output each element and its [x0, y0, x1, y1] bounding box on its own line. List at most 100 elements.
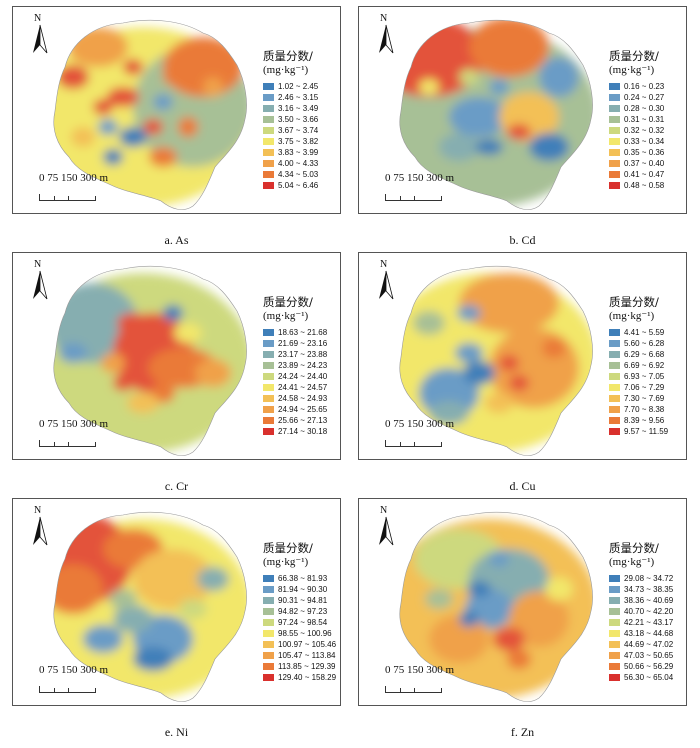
legend-swatch — [609, 384, 620, 391]
panel-caption: d. Cu — [509, 479, 536, 493]
legend-item: 8.39 ~ 9.56 — [609, 415, 685, 426]
legend-label: 0.28 ~ 0.30 — [624, 104, 665, 113]
legend-label: 3.67 ~ 3.74 — [278, 126, 319, 135]
legend-item: 27.14 ~ 30.18 — [263, 426, 339, 437]
legend-swatch — [609, 608, 620, 615]
legend-swatch — [609, 428, 620, 435]
legend-label: 0.32 ~ 0.32 — [624, 126, 665, 135]
legend-item: 4.41 ~ 5.59 — [609, 327, 685, 338]
legend-swatch — [609, 340, 620, 347]
legend-item: 56.30 ~ 65.04 — [609, 672, 685, 683]
concentration-zone — [419, 79, 439, 95]
legend-item: 7.06 ~ 7.29 — [609, 382, 685, 393]
concentration-zone — [163, 37, 243, 97]
legend-title: 质量分数/ — [263, 49, 313, 63]
concentration-zone — [123, 59, 143, 75]
legend-item: 129.40 ~ 158.29 — [263, 672, 339, 683]
study-area-boundary — [399, 511, 593, 702]
legend-unit: (mg·kg⁻¹) — [263, 556, 309, 568]
concentration-zone — [113, 375, 133, 391]
north-letter: N — [34, 505, 42, 516]
legend-item: 9.57 ~ 11.59 — [609, 426, 685, 437]
legend-label: 0.35 ~ 0.36 — [624, 148, 665, 157]
legend-item: 81.94 ~ 90.30 — [263, 584, 339, 595]
concentration-zone — [493, 627, 525, 651]
legend-swatch — [609, 138, 620, 145]
legend-label: 44.69 ~ 47.02 — [624, 640, 674, 649]
legend-label: 113.85 ~ 129.39 — [278, 662, 336, 671]
legend-label: 3.50 ~ 3.66 — [278, 115, 319, 124]
legend-item: 2.46 ~ 3.15 — [263, 92, 339, 103]
legend-swatch — [609, 94, 620, 101]
legend-item: 18.63 ~ 21.68 — [263, 327, 339, 338]
legend-swatch — [263, 619, 274, 626]
north-letter: N — [34, 259, 42, 270]
legend-swatch — [263, 597, 274, 604]
legend-label: 24.58 ~ 24.93 — [278, 394, 328, 403]
legend-item: 0.35 ~ 0.36 — [609, 147, 685, 158]
legend-label: 47.03 ~ 50.65 — [624, 651, 674, 660]
legend-unit: (mg·kg⁻¹) — [609, 310, 655, 322]
north-arrow-shape — [33, 516, 48, 546]
legend-title: 质量分数/ — [609, 541, 659, 555]
concentration-zone — [542, 338, 566, 358]
legend-item: 0.31 ~ 0.31 — [609, 114, 685, 125]
interpolation-map — [53, 511, 247, 702]
legend-swatch — [609, 641, 620, 648]
concentration-zone — [449, 97, 509, 137]
scale-ticks — [385, 440, 442, 447]
concentration-zone — [469, 20, 549, 77]
legend-swatch — [609, 406, 620, 413]
legend-swatch — [263, 373, 274, 380]
legend-swatch — [609, 652, 620, 659]
concentration-zone — [499, 355, 519, 371]
legend-item: 4.00 ~ 4.33 — [263, 158, 339, 169]
legend-swatch — [609, 630, 620, 637]
scale-bar: 0 75 150 300 m — [385, 664, 495, 694]
concentration-zone — [113, 605, 153, 633]
legend-swatch — [263, 652, 274, 659]
map-panel: N 质量分数/(mg·kg⁻¹) 29.08 ~ 34.72 34.73 ~ 38.3… — [358, 498, 687, 706]
panel-caption: c. Cr — [164, 479, 189, 493]
scale-ticks — [39, 194, 96, 201]
legend-swatch — [263, 105, 274, 112]
legend-label: 90.31 ~ 94.81 — [278, 596, 328, 605]
legend-swatch — [609, 619, 620, 626]
interpolation-map — [53, 19, 247, 210]
concentration-zone — [119, 127, 147, 147]
legend-swatch — [609, 83, 620, 90]
concentration-zone — [101, 353, 125, 373]
legend-label: 0.33 ~ 0.34 — [624, 137, 665, 146]
legend-item: 25.66 ~ 27.13 — [263, 415, 339, 426]
concentration-zone — [467, 581, 491, 597]
interpolation-map — [399, 19, 593, 210]
concentration-zone — [127, 393, 159, 413]
scale-bar: 0 75 150 300 m — [385, 418, 495, 448]
concentration-zone — [509, 375, 529, 391]
legend-item: 105.47 ~ 113.84 — [263, 650, 339, 661]
legend-unit: (mg·kg⁻¹) — [263, 310, 309, 322]
north-arrow-icon: N — [375, 505, 397, 549]
legend-swatch — [609, 351, 620, 358]
legend-label: 0.31 ~ 0.31 — [624, 115, 665, 124]
legend-item: 0.32 ~ 0.32 — [609, 125, 685, 136]
legend-label: 9.57 ~ 11.59 — [624, 427, 669, 436]
legend-unit: (mg·kg⁻¹) — [609, 64, 655, 76]
legend-label: 7.06 ~ 7.29 — [624, 383, 665, 392]
legend-item: 44.69 ~ 47.02 — [609, 639, 685, 650]
legend: 质量分数/(mg·kg⁻¹) 66.38 ~ 81.93 81.94 ~ 90.30… — [263, 541, 339, 683]
legend-unit: (mg·kg⁻¹) — [263, 64, 309, 76]
legend-item: 3.75 ~ 3.82 — [263, 136, 339, 147]
legend-label: 23.17 ~ 23.88 — [278, 350, 328, 359]
concentration-zone — [174, 323, 202, 343]
scale-label: 0 75 150 300 m — [385, 664, 455, 676]
concentration-zone — [195, 359, 231, 387]
concentration-zone — [59, 343, 87, 363]
concentration-zone — [529, 133, 569, 161]
north-arrow-shape — [379, 24, 394, 54]
legend-item: 7.70 ~ 8.38 — [609, 404, 685, 415]
concentration-zone — [133, 549, 213, 609]
legend-title: 质量分数/ — [263, 295, 313, 309]
legend-swatch — [609, 575, 620, 582]
study-area-boundary — [399, 265, 593, 456]
